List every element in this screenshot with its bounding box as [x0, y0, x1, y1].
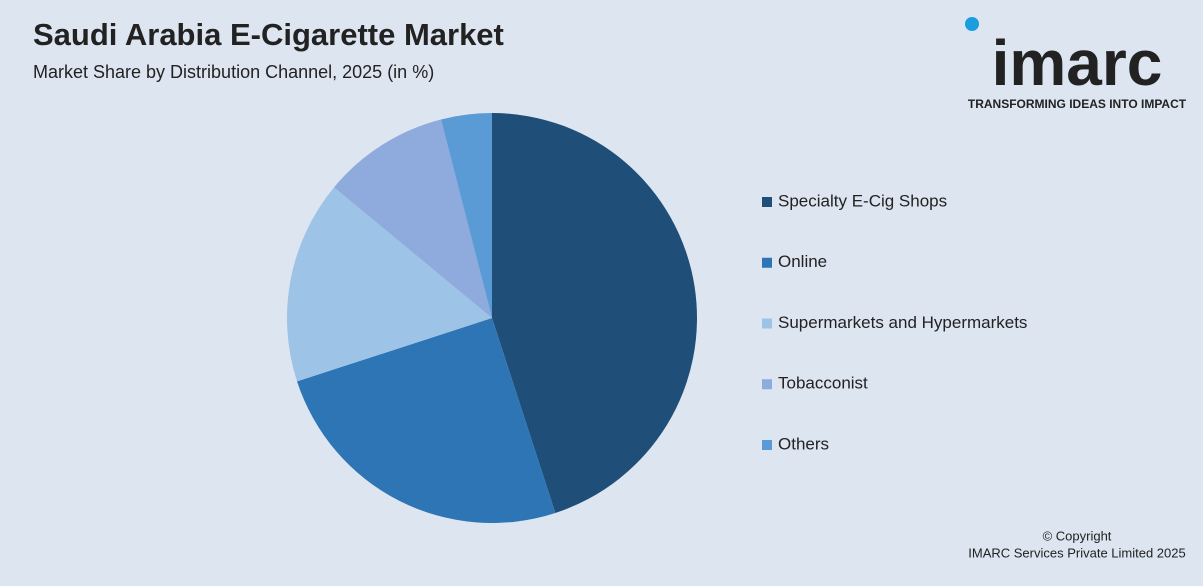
pie-slice — [492, 113, 698, 513]
legend-label: Specialty E-Cig Shops — [778, 191, 947, 210]
chart-title: Saudi Arabia E-Cigarette Market — [33, 17, 504, 52]
legend-swatch — [762, 257, 772, 268]
legend-label: Others — [778, 434, 829, 453]
logo-tagline: TRANSFORMING IDEAS INTO IMPACT — [968, 97, 1187, 111]
pie-slice — [297, 318, 556, 523]
chart-subtitle: Market Share by Distribution Channel, 20… — [33, 62, 434, 82]
legend-label: Tobacconist — [778, 374, 868, 393]
legend-swatch — [762, 440, 772, 450]
pie-slice — [441, 113, 492, 318]
legend-label: Supermarkets and Hypermarkets — [778, 313, 1027, 332]
legend-swatch — [762, 379, 772, 390]
copyright: IMARC Services Private Limited 2025 — [968, 545, 1185, 560]
pie-slice — [287, 187, 492, 382]
legend-swatch — [762, 197, 772, 207]
legend-swatch — [762, 318, 772, 329]
logo-name: imarc — [992, 27, 1163, 99]
logo-dot — [965, 17, 979, 31]
legend-label: Online — [778, 252, 827, 271]
copyright: © Copyright — [1043, 528, 1112, 543]
pie-slice — [334, 119, 492, 318]
